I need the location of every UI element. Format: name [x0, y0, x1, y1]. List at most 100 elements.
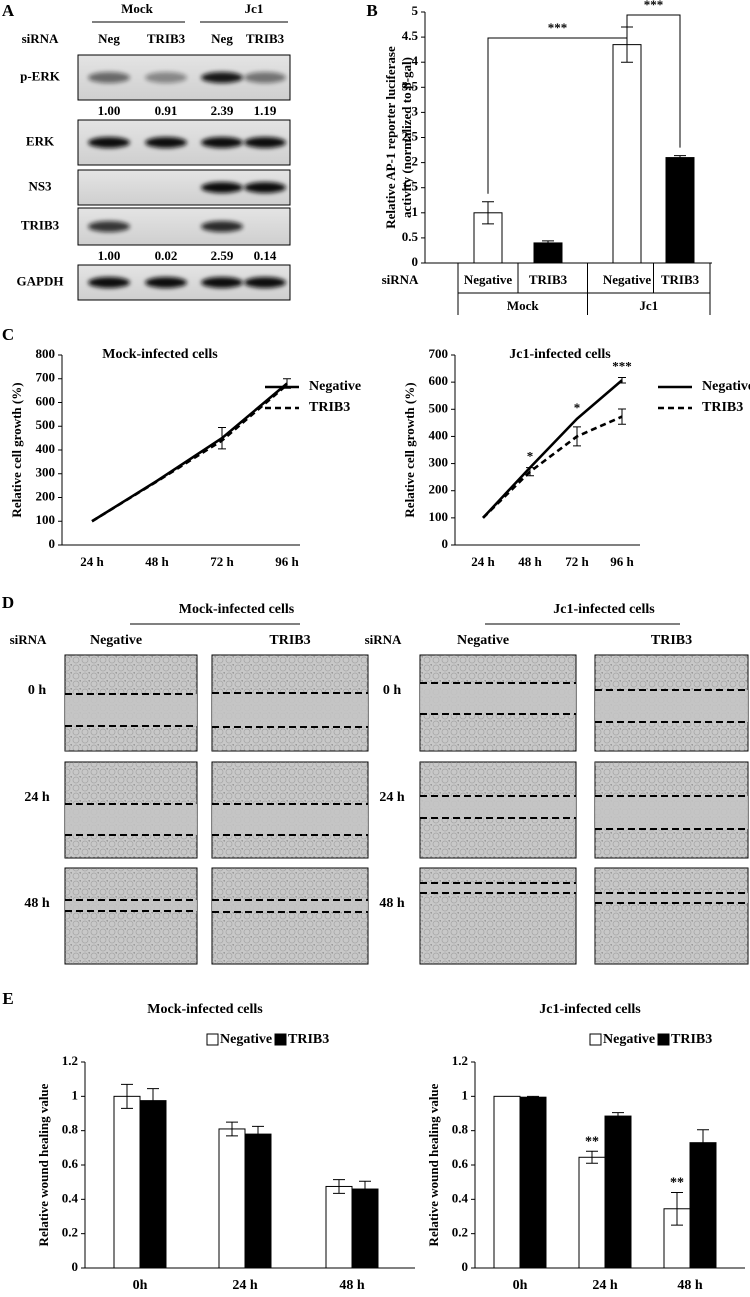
error-bar: [674, 155, 686, 161]
error-bar: [226, 1121, 238, 1137]
significance-bracket: [487, 19, 628, 194]
panel-label: C: [2, 325, 14, 344]
chart-title: Jc1-infected cells: [509, 347, 611, 362]
y-tick-label: 500: [36, 417, 56, 432]
error-bar: [527, 1095, 539, 1099]
group-label: Jc1: [639, 298, 658, 313]
quantification: 0.02: [155, 248, 178, 263]
wound-gap: [212, 900, 368, 912]
error-bar: [359, 1180, 371, 1198]
error-bar: [252, 1125, 264, 1143]
y-tick-label: 100: [429, 509, 449, 524]
significance-label: *: [527, 449, 534, 464]
blot-group-label: Jc1: [245, 1, 264, 16]
band: [88, 221, 130, 232]
quantification: 0.91: [155, 103, 178, 118]
band: [201, 277, 243, 288]
band: [201, 182, 243, 193]
y-tick-label: 2.5: [402, 128, 419, 143]
legend-label: Negative: [309, 379, 361, 394]
y-tick-label: 0.5: [402, 229, 419, 244]
lane-label: Neg: [211, 31, 233, 46]
wound-gap: [420, 796, 576, 818]
column-label: TRIB3: [269, 633, 310, 648]
panel-label: A: [2, 1, 15, 20]
blot-row-label: GAPDH: [17, 273, 64, 288]
error-bar: [333, 1179, 345, 1194]
x-tick-label: 48 h: [677, 1278, 703, 1293]
band: [244, 137, 286, 148]
y-tick-label: 0: [49, 536, 56, 551]
bar: [689, 1142, 717, 1269]
y-tick-label: 800: [36, 346, 56, 361]
time-label: 0 h: [28, 683, 47, 698]
y-tick-label: 0.6: [452, 1156, 469, 1171]
blot-group-label: Mock: [121, 1, 154, 16]
legend-swatch: [206, 1033, 219, 1046]
wound-gap: [595, 690, 748, 722]
error-bar: [697, 1129, 709, 1157]
quantification: 1.00: [98, 248, 121, 263]
y-tick-label: 3: [412, 103, 419, 118]
bar: [139, 1100, 167, 1269]
legend-swatch: [274, 1033, 287, 1046]
wound-gap: [212, 693, 368, 727]
column-label: Negative: [90, 633, 142, 648]
y-tick-label: 600: [429, 373, 449, 388]
blot-row-label: NS3: [28, 178, 52, 193]
bar: [578, 1156, 606, 1269]
y-axis-title: Relative AP-1 reporter luciferase: [383, 46, 398, 229]
y-tick-label: 0.4: [452, 1190, 469, 1205]
sirna-label: siRNA: [22, 31, 59, 46]
blot-row-label: p-ERK: [20, 68, 61, 83]
y-tick-label: 3.5: [402, 78, 419, 93]
legend-label: TRIB3: [671, 1032, 712, 1047]
quantification: 0.14: [254, 248, 277, 263]
y-tick-label: 200: [36, 488, 56, 503]
panel-label: D: [2, 593, 14, 612]
y-tick-label: 200: [429, 482, 449, 497]
y-tick-label: 300: [429, 455, 449, 470]
y-tick-label: 0: [462, 1259, 469, 1274]
cell-texture: [65, 868, 197, 964]
legend-label: TRIB3: [702, 400, 743, 415]
group-title: Jc1-infected cells: [553, 602, 655, 617]
wound-gap: [420, 683, 576, 714]
band: [145, 137, 187, 148]
error-bar: [482, 201, 494, 225]
x-tick-label: 48 h: [145, 554, 169, 569]
y-axis-title: Relative wound healing value: [426, 1083, 441, 1246]
x-tick-label: 24 h: [80, 554, 104, 569]
y-tick-label: 600: [36, 393, 56, 408]
time-label: 24 h: [379, 790, 405, 805]
bar: [604, 1115, 632, 1269]
error-bar: [121, 1083, 133, 1109]
x-tick-label: 96 h: [610, 554, 634, 569]
y-tick-label: 5: [412, 3, 419, 18]
y-tick-label: 2: [412, 154, 419, 169]
y-tick-label: 0: [412, 254, 419, 269]
error-bar: [618, 377, 626, 384]
y-tick-label: 0: [72, 1259, 79, 1274]
y-tick-label: 4: [412, 53, 419, 68]
y-axis-title: Relative cell growth (%): [402, 382, 417, 517]
y-axis-title: Relative wound healing value: [36, 1083, 51, 1246]
x-tick-label: Negative: [464, 272, 513, 287]
band: [201, 137, 243, 148]
bar: [665, 157, 695, 264]
column-label: TRIB3: [651, 633, 692, 648]
x-tick-label: 24 h: [592, 1278, 618, 1293]
band: [88, 277, 130, 288]
legend-label: TRIB3: [288, 1032, 329, 1047]
band: [201, 221, 243, 232]
y-tick-label: 700: [429, 346, 449, 361]
y-tick-label: 400: [429, 427, 449, 442]
bar: [612, 44, 642, 264]
cell-texture: [595, 868, 748, 964]
legend-swatch: [589, 1033, 602, 1046]
quantification: 2.59: [211, 248, 234, 263]
error-bar: [586, 1150, 598, 1164]
wound-gap: [212, 804, 368, 835]
legend-swatch: [657, 1033, 670, 1046]
